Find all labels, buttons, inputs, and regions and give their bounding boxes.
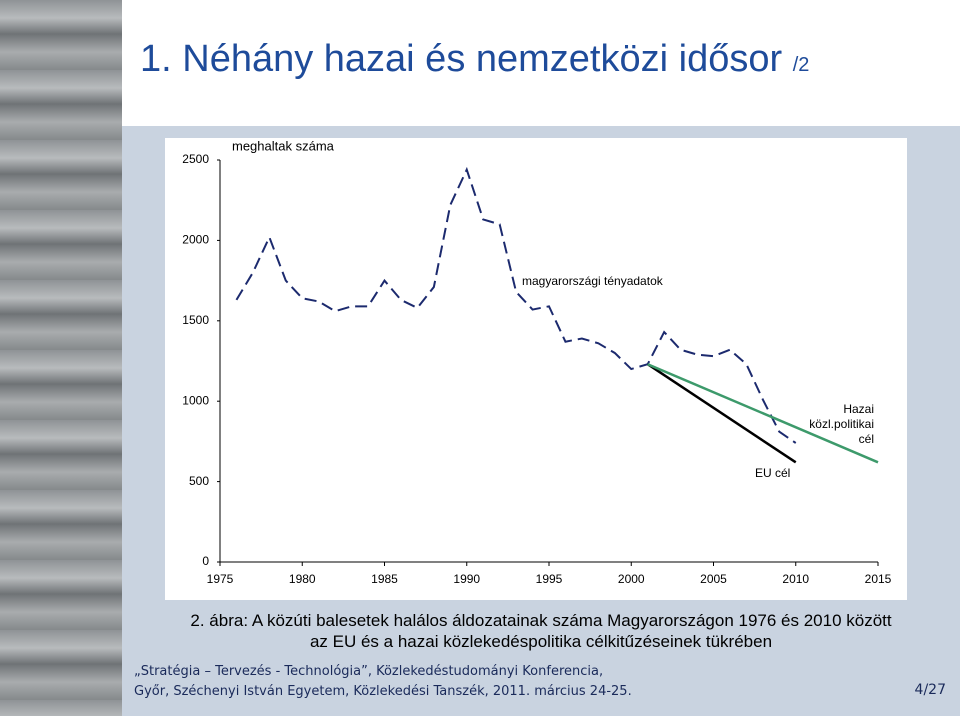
y-tick-label: 1000 — [182, 393, 209, 407]
series-label: EU cél — [755, 466, 790, 480]
footer: „Stratégia – Tervezés - Technológia”, Kö… — [134, 662, 632, 702]
y-tick-label: 2000 — [182, 233, 209, 247]
x-tick-label: 2010 — [782, 572, 809, 586]
slide-title: 1. Néhány hazai és nemzetközi idősor /2 — [140, 38, 809, 81]
x-tick-label: 2005 — [700, 572, 727, 586]
background-photo — [0, 0, 122, 716]
footer-line: Győr, Széchenyi István Egyetem, Közleked… — [134, 684, 632, 699]
caption-line: 2. ábra: A közúti balesetek halálos áldo… — [190, 611, 892, 630]
series-label: magyarországi tényadatok — [522, 274, 664, 288]
footer-line: „Stratégia – Tervezés - Technológia”, Kö… — [134, 664, 604, 679]
x-tick-label: 2015 — [865, 572, 892, 586]
y-tick-label: 0 — [202, 554, 209, 568]
series-line — [647, 363, 879, 464]
series-line — [235, 166, 797, 444]
caption: 2. ábra: A közúti balesetek halálos áldo… — [122, 610, 960, 652]
series-label: Hazai közl.politikai cél — [809, 402, 874, 446]
page-number: 4/27 — [914, 682, 946, 698]
plot-background — [165, 138, 907, 600]
caption-line: az EU és a hazai közlekedéspolitika célk… — [309, 632, 773, 651]
title-text: 1. Néhány hazai és nemzetközi idősor — [140, 38, 783, 80]
y-tick-label: 1500 — [182, 313, 209, 327]
x-tick-label: 1995 — [536, 572, 563, 586]
y-tick-label: 2500 — [182, 152, 209, 166]
x-tick-label: 1975 — [207, 572, 234, 586]
chart: meghaltak száma 0 500 1000 1500 2000 2500 1975… — [165, 138, 907, 600]
series-line — [647, 363, 797, 464]
y-tick-label: 500 — [189, 474, 209, 488]
x-tick-label: 1980 — [289, 572, 316, 586]
title-suffix: /2 — [792, 54, 810, 76]
title-box — [122, 0, 960, 126]
x-tick-label: 1985 — [371, 572, 398, 586]
y-axis-title: meghaltak száma — [232, 138, 335, 153]
x-tick-label: 1990 — [453, 572, 480, 586]
x-tick-label: 2000 — [618, 572, 645, 586]
